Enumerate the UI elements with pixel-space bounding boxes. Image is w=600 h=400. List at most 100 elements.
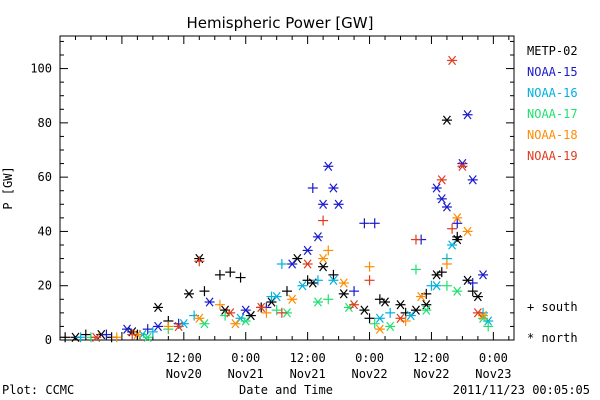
point-north [405,310,416,321]
point-north [462,110,473,120]
point-north [416,291,427,302]
point-north [431,183,442,193]
point-south [235,272,246,283]
point-south [483,321,494,332]
point-south [60,332,71,343]
x-tick-label: 0:00 [231,351,260,365]
point-north [436,194,447,204]
point-north [452,286,463,296]
legend-item: NOAA-19 [527,149,578,163]
point-south [323,294,334,305]
point-north [287,294,298,304]
point-north [302,245,313,256]
y-axis-label: P [GW] [1,166,15,209]
point-south [111,332,122,343]
point-south [369,318,380,329]
y-tick-label: 40 [38,224,52,238]
y-axis: 0 20 40 60 80 100 [30,40,514,347]
y-tick-label: 20 [38,279,52,293]
point-south [225,267,236,278]
point-north [312,297,323,307]
point-north [431,270,442,280]
point-north [472,291,483,302]
plot-frame [59,35,515,341]
legend-item: NOAA-18 [527,128,578,142]
point-north [338,289,349,299]
point-north [328,275,339,285]
point-north [302,259,313,269]
point-north [472,308,483,318]
x-tick-label-date: Nov22 [413,367,449,381]
point-north [240,305,251,315]
point-south [276,307,287,318]
point-north [256,302,267,313]
point-north [153,302,164,313]
point-north [225,308,236,318]
point-north [467,175,478,185]
point-south [214,269,225,280]
point-north [333,199,344,209]
y-tick-label: 60 [38,170,52,184]
point-north [183,289,194,299]
footer-timestamp: 2011/11/23 00:05:05 [453,383,590,397]
point-north [421,300,432,310]
point-south [101,329,112,340]
point-south [441,259,452,269]
point-north [271,291,282,302]
x-tick-label: 0:00 [355,351,384,365]
point-north [385,321,396,332]
x-tick-label-date: Nov23 [475,367,511,381]
point-south [441,280,452,291]
point-north [173,321,184,332]
point-north [436,175,447,185]
x-tick-label-date: Nov20 [166,367,202,381]
point-south [282,286,292,297]
point-north [395,300,406,310]
point-north [359,305,370,315]
point-south [276,259,287,269]
point-north [297,281,308,291]
marker-legend: + south * north [527,300,578,345]
data-points [60,55,494,343]
point-north [204,297,215,307]
point-north [395,313,406,323]
point-south [75,332,86,343]
x-tick-label-date: Nov22 [351,367,387,381]
point-south [447,223,458,234]
point-south [318,215,329,226]
point-south [369,218,380,229]
x-tick-label-date: Nov21 [290,367,326,381]
point-north [240,316,251,326]
point-north [194,313,205,323]
y-tick-label: 0 [45,333,52,347]
x-tick-label: 12:00 [290,351,326,365]
point-north [462,226,473,237]
point-south [80,329,91,340]
point-north [431,281,442,291]
point-north [478,270,489,280]
point-north [287,259,298,269]
point-north [441,202,452,212]
x-tick-label: 0:00 [479,351,508,365]
point-south [307,183,318,193]
point-north [323,161,334,171]
point-north [153,321,164,332]
point-north [312,232,323,242]
marker-legend-item: + south [527,300,578,314]
point-south [163,321,174,332]
point-north [421,305,432,315]
point-south [271,305,282,316]
point-north [452,213,463,223]
point-north [441,115,452,125]
y-tick-label: 80 [38,116,52,130]
point-south [323,245,334,256]
point-south [364,261,375,272]
point-south [194,256,205,267]
legend: METP-02 NOAA-15 NOAA-16 NOAA-17 NOAA-18 NOAA-… [527,44,578,163]
marker-legend-item: * north [527,331,578,345]
point-south [142,324,153,335]
legend-item: NOAA-15 [527,65,578,79]
point-north [318,199,329,209]
point-north [91,332,102,342]
